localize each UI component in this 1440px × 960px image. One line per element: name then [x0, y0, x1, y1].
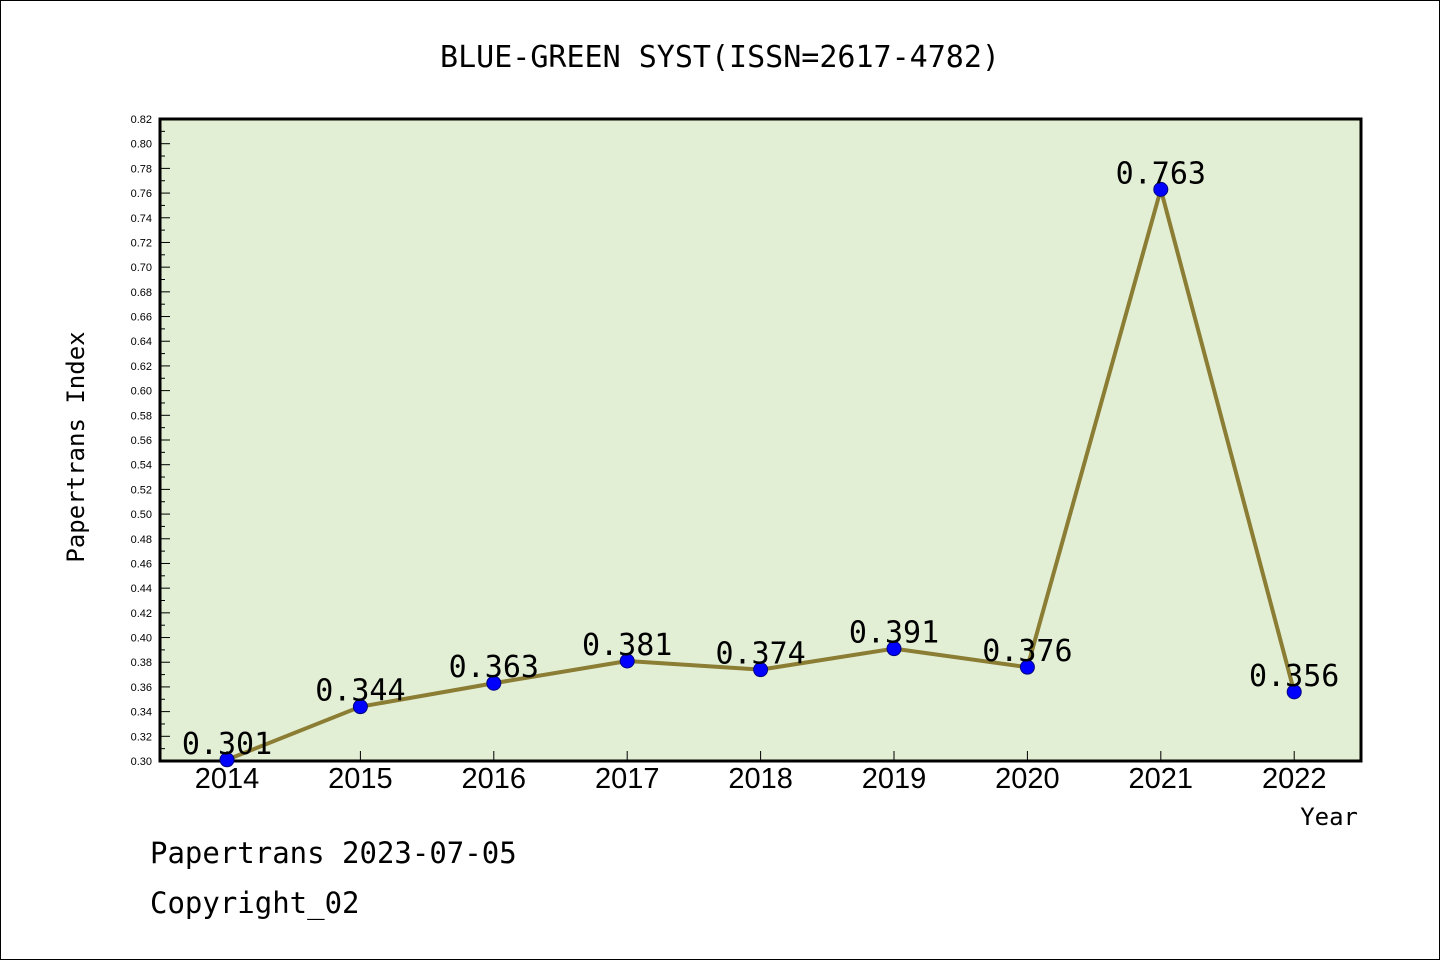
data-label: 0.344	[315, 674, 405, 709]
y-tick-label: 0.42	[131, 608, 152, 620]
series-group	[219, 181, 1302, 768]
y-tick-label: 0.30	[131, 756, 152, 768]
y-tick-label: 0.62	[131, 361, 152, 373]
data-point	[1153, 181, 1169, 197]
data-label: 0.381	[582, 628, 672, 663]
data-point	[1019, 659, 1035, 675]
data-point	[486, 675, 502, 691]
x-tick-label: 2017	[595, 763, 660, 795]
data-point	[1286, 684, 1302, 700]
x-axis-title: Year	[1300, 803, 1358, 831]
data-label: 0.376	[982, 634, 1072, 669]
footer-date: Papertrans 2023-07-05	[150, 836, 517, 870]
data-label: 0.763	[1116, 156, 1206, 191]
x-tick-label: 2019	[862, 763, 927, 795]
data-point	[753, 662, 769, 678]
y-tick-label: 0.74	[131, 213, 152, 225]
y-tick-label: 0.56	[131, 435, 152, 447]
x-tick-label: 2016	[462, 763, 527, 795]
y-tick-label: 0.40	[131, 633, 152, 645]
x-tick-label: 2014	[195, 763, 260, 795]
x-tick-label: 2015	[328, 763, 393, 795]
footer-copyright: Copyright_02	[150, 886, 360, 920]
data-label: 0.356	[1249, 659, 1339, 694]
y-tick-label: 0.76	[131, 188, 152, 200]
y-tick-label: 0.72	[131, 237, 152, 249]
y-tick-label: 0.66	[131, 312, 152, 324]
x-tick-label: 2018	[728, 763, 793, 795]
y-tick-label: 0.80	[131, 139, 152, 151]
y-tick-label: 0.38	[131, 657, 152, 669]
x-axis: 2014 2015 2016 2017 2018 2019 2020 2021 2022	[195, 751, 1327, 795]
data-point	[886, 641, 902, 657]
y-tick-label: 0.60	[131, 386, 152, 398]
data-label: 0.363	[449, 650, 539, 685]
y-axis: 0.30 0.32 0.34 0.36 0.38 0.40 0.42 0.44 0.46 0.48…	[131, 114, 170, 768]
data-point	[352, 699, 368, 715]
y-tick-label: 0.58	[131, 410, 152, 422]
data-point	[619, 653, 635, 669]
y-tick-label: 0.32	[131, 731, 152, 743]
y-tick-label: 0.68	[131, 287, 152, 299]
y-tick-label: 0.50	[131, 509, 152, 521]
y-tick-label: 0.82	[131, 114, 152, 126]
x-tick-label: 2022	[1262, 763, 1327, 795]
y-tick-label: 0.48	[131, 534, 152, 546]
data-point	[219, 752, 235, 768]
y-tick-label: 0.70	[131, 262, 152, 274]
y-tick-label: 0.64	[131, 336, 152, 348]
y-tick-label: 0.34	[131, 707, 152, 719]
chart-title: BLUE-GREEN SYST(ISSN=2617-4782)	[440, 40, 1000, 75]
data-label: 0.301	[182, 727, 272, 762]
data-label: 0.391	[849, 616, 939, 651]
y-tick-label: 0.46	[131, 558, 152, 570]
x-tick-label: 2021	[1129, 763, 1194, 795]
y-tick-label: 0.36	[131, 682, 152, 694]
x-tick-label: 2020	[995, 763, 1060, 795]
data-label: 0.374	[715, 637, 805, 672]
data-labels-group: 0.301 0.344 0.363 0.381 0.374 0.391 0.376 0.763…	[182, 156, 1340, 761]
y-tick-label: 0.52	[131, 484, 152, 496]
y-tick-label: 0.54	[131, 460, 152, 472]
y-tick-label: 0.44	[131, 583, 152, 595]
plot-area	[158, 117, 1363, 763]
y-tick-label: 0.78	[131, 163, 152, 175]
y-axis-title: Papertrans Index	[62, 331, 90, 562]
